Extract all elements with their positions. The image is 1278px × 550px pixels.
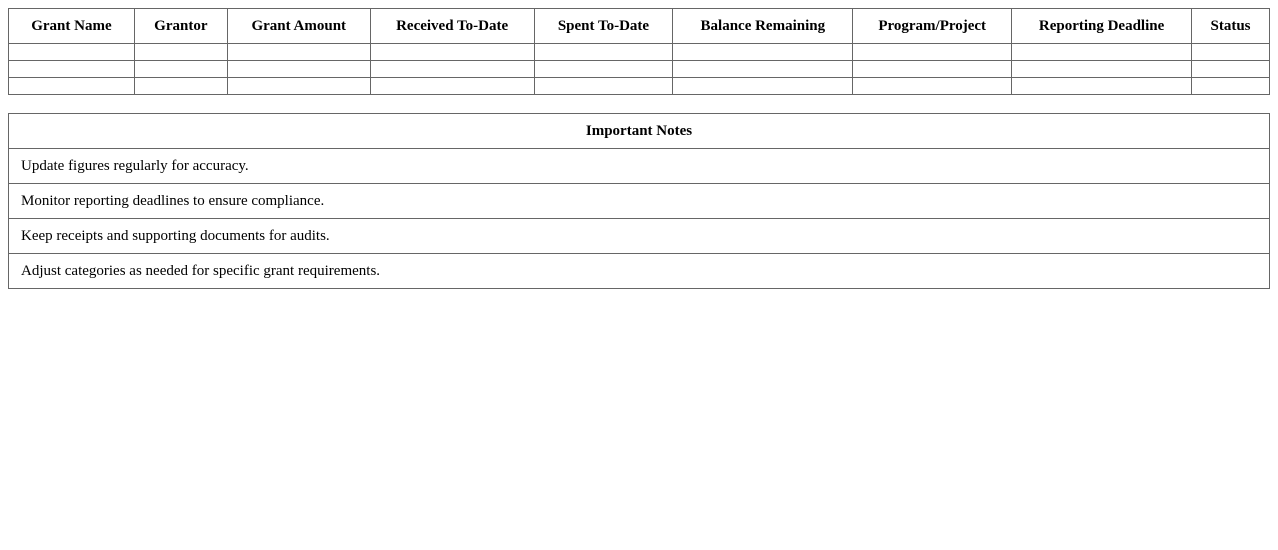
header-grant-amount: Grant Amount (226, 8, 371, 44)
table-cell[interactable] (672, 43, 854, 61)
note-item: Adjust categories as needed for specific… (8, 253, 1270, 289)
header-spent: Spent To-Date (533, 8, 674, 44)
table-cell[interactable] (533, 43, 674, 61)
table-cell[interactable] (672, 60, 854, 78)
table-cell[interactable] (133, 60, 228, 78)
table-cell[interactable] (533, 60, 674, 78)
table-row (8, 43, 1270, 61)
table-cell[interactable] (226, 77, 371, 95)
table-cell[interactable] (1011, 43, 1192, 61)
table-cell[interactable] (533, 77, 674, 95)
header-grantor: Grantor (133, 8, 228, 44)
table-cell[interactable] (133, 77, 228, 95)
header-status: Status (1191, 8, 1270, 44)
table-cell[interactable] (852, 60, 1013, 78)
table-cell[interactable] (672, 77, 854, 95)
notes-table: Important Notes Update figures regularly… (8, 113, 1270, 289)
table-cell[interactable] (8, 43, 135, 61)
table-cell[interactable] (8, 77, 135, 95)
table-cell[interactable] (369, 43, 535, 61)
header-balance: Balance Remaining (672, 8, 854, 44)
header-program: Program/Project (852, 8, 1013, 44)
table-cell[interactable] (1191, 77, 1270, 95)
table-cell[interactable] (1191, 60, 1270, 78)
notes-title: Important Notes (8, 113, 1270, 149)
header-grant-name: Grant Name (8, 8, 135, 44)
table-cell[interactable] (8, 60, 135, 78)
table-cell[interactable] (1191, 43, 1270, 61)
table-row (8, 77, 1270, 95)
header-received: Received To-Date (369, 8, 535, 44)
header-deadline: Reporting Deadline (1011, 8, 1192, 44)
note-item: Keep receipts and supporting documents f… (8, 218, 1270, 254)
grants-table: Grant Name Grantor Grant Amount Received… (8, 8, 1270, 95)
table-cell[interactable] (852, 77, 1013, 95)
table-cell[interactable] (369, 60, 535, 78)
table-cell[interactable] (852, 43, 1013, 61)
table-cell[interactable] (369, 77, 535, 95)
table-cell[interactable] (1011, 77, 1192, 95)
table-row (8, 60, 1270, 78)
note-item: Update figures regularly for accuracy. (8, 148, 1270, 184)
table-cell[interactable] (226, 43, 371, 61)
table-cell[interactable] (1011, 60, 1192, 78)
note-item: Monitor reporting deadlines to ensure co… (8, 183, 1270, 219)
table-cell[interactable] (226, 60, 371, 78)
header-row: Grant Name Grantor Grant Amount Received… (8, 8, 1270, 44)
table-cell[interactable] (133, 43, 228, 61)
